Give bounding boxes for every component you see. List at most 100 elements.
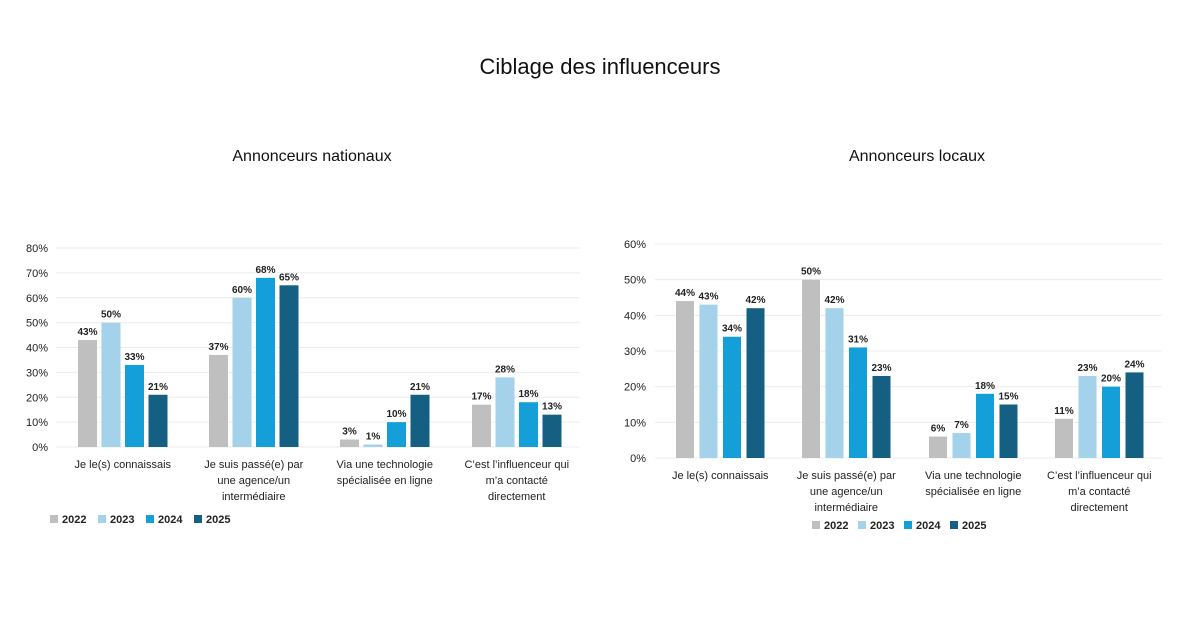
x-category-label: directement [1071,502,1128,514]
legend-label: 2025 [206,514,230,526]
bar [542,414,562,447]
x-category-label: Via une technologie [337,459,433,471]
x-category-label: Je le(s) connaissais [74,459,171,471]
y-tick-label: 80% [26,243,48,255]
data-label: 21% [148,382,168,393]
y-tick-label: 30% [26,367,48,379]
bar [387,422,406,447]
bar [723,336,741,458]
bar [699,304,718,458]
y-tick-label: 30% [624,346,646,358]
legend-label: 2022 [62,514,86,526]
x-category-label: Je suis passé(e) par [204,459,303,471]
bar [849,347,867,458]
x-category-label: une agence/un [810,486,883,498]
y-tick-label: 10% [26,417,48,429]
data-label: 42% [824,295,844,306]
legend-label: 2024 [916,520,941,532]
x-category-label: intermédiaire [222,491,286,503]
data-label: 43% [698,292,718,303]
data-label: 21% [410,382,430,393]
bar [125,364,144,447]
data-label: 23% [871,363,891,374]
y-tick-label: 20% [26,392,48,404]
data-label: 15% [998,392,1018,403]
bar [78,340,97,447]
x-category-label: Je suis passé(e) par [797,470,896,482]
x-category-label: m’a contacté [1068,486,1130,498]
data-label: 44% [675,288,695,299]
data-label: 10% [386,409,406,420]
bar [1102,386,1120,458]
legend-label: 2025 [962,520,986,532]
data-label: 1% [366,432,381,443]
bar [148,394,168,447]
data-label: 50% [801,267,821,278]
bar [101,322,121,447]
bar [279,285,299,447]
legend-label: 2024 [158,514,183,526]
bar [929,436,947,458]
data-label: 28% [495,364,515,375]
legend-swatch [858,521,866,529]
y-tick-label: 10% [624,417,646,429]
legend-label: 2022 [824,520,848,532]
x-category-label: Je le(s) connaissais [672,470,769,482]
bar [495,377,515,447]
bar [363,444,383,447]
data-label: 18% [975,381,995,392]
page-title: Ciblage des influenceurs [479,54,721,79]
x-category-label: Via une technologie [925,470,1021,482]
data-label: 31% [848,334,868,345]
legend-swatch [812,521,820,529]
bar [472,404,491,447]
legend-label: 2023 [870,520,894,532]
y-tick-label: 50% [624,275,646,287]
bar [825,308,844,458]
bar [340,439,359,447]
data-label: 50% [101,310,121,321]
bar [802,279,820,458]
bar [676,301,694,458]
data-label: 60% [232,285,252,296]
data-label: 37% [208,342,228,353]
bar [952,433,971,458]
bar [256,277,275,447]
x-category-label: C’est l’influenceur qui [464,459,569,471]
data-label: 20% [1101,374,1121,385]
data-label: 33% [124,352,144,363]
x-category-label: spécialisée en ligne [337,475,433,487]
data-label: 42% [745,295,765,306]
data-label: 18% [518,389,538,400]
x-category-label: directement [488,491,545,503]
legend-swatch [146,515,154,523]
y-tick-label: 40% [624,310,646,322]
legend-swatch [98,515,106,523]
y-tick-label: 20% [624,382,646,394]
y-tick-label: 60% [26,293,48,305]
data-label: 7% [954,420,969,431]
data-label: 65% [279,272,299,283]
x-category-label: C’est l’influenceur qui [1047,470,1152,482]
bar [872,375,891,458]
bar [519,402,538,447]
data-label: 68% [255,265,275,276]
data-label: 34% [722,324,742,335]
x-category-label: une agence/un [217,475,290,487]
data-label: 13% [542,402,562,413]
chart-title-local: Annonceurs locaux [848,148,986,165]
legend-swatch [950,521,958,529]
legend-swatch [194,515,202,523]
y-tick-label: 0% [630,453,646,465]
chart-title-national: Annonceurs nationaux [232,148,392,165]
y-tick-label: 50% [26,318,48,330]
data-label: 23% [1077,363,1097,374]
bar [1125,372,1144,458]
data-label: 24% [1124,359,1144,370]
bar [410,394,430,447]
y-tick-label: 70% [26,268,48,280]
y-tick-label: 40% [26,343,48,355]
bar [1055,418,1073,458]
bar [232,297,252,447]
